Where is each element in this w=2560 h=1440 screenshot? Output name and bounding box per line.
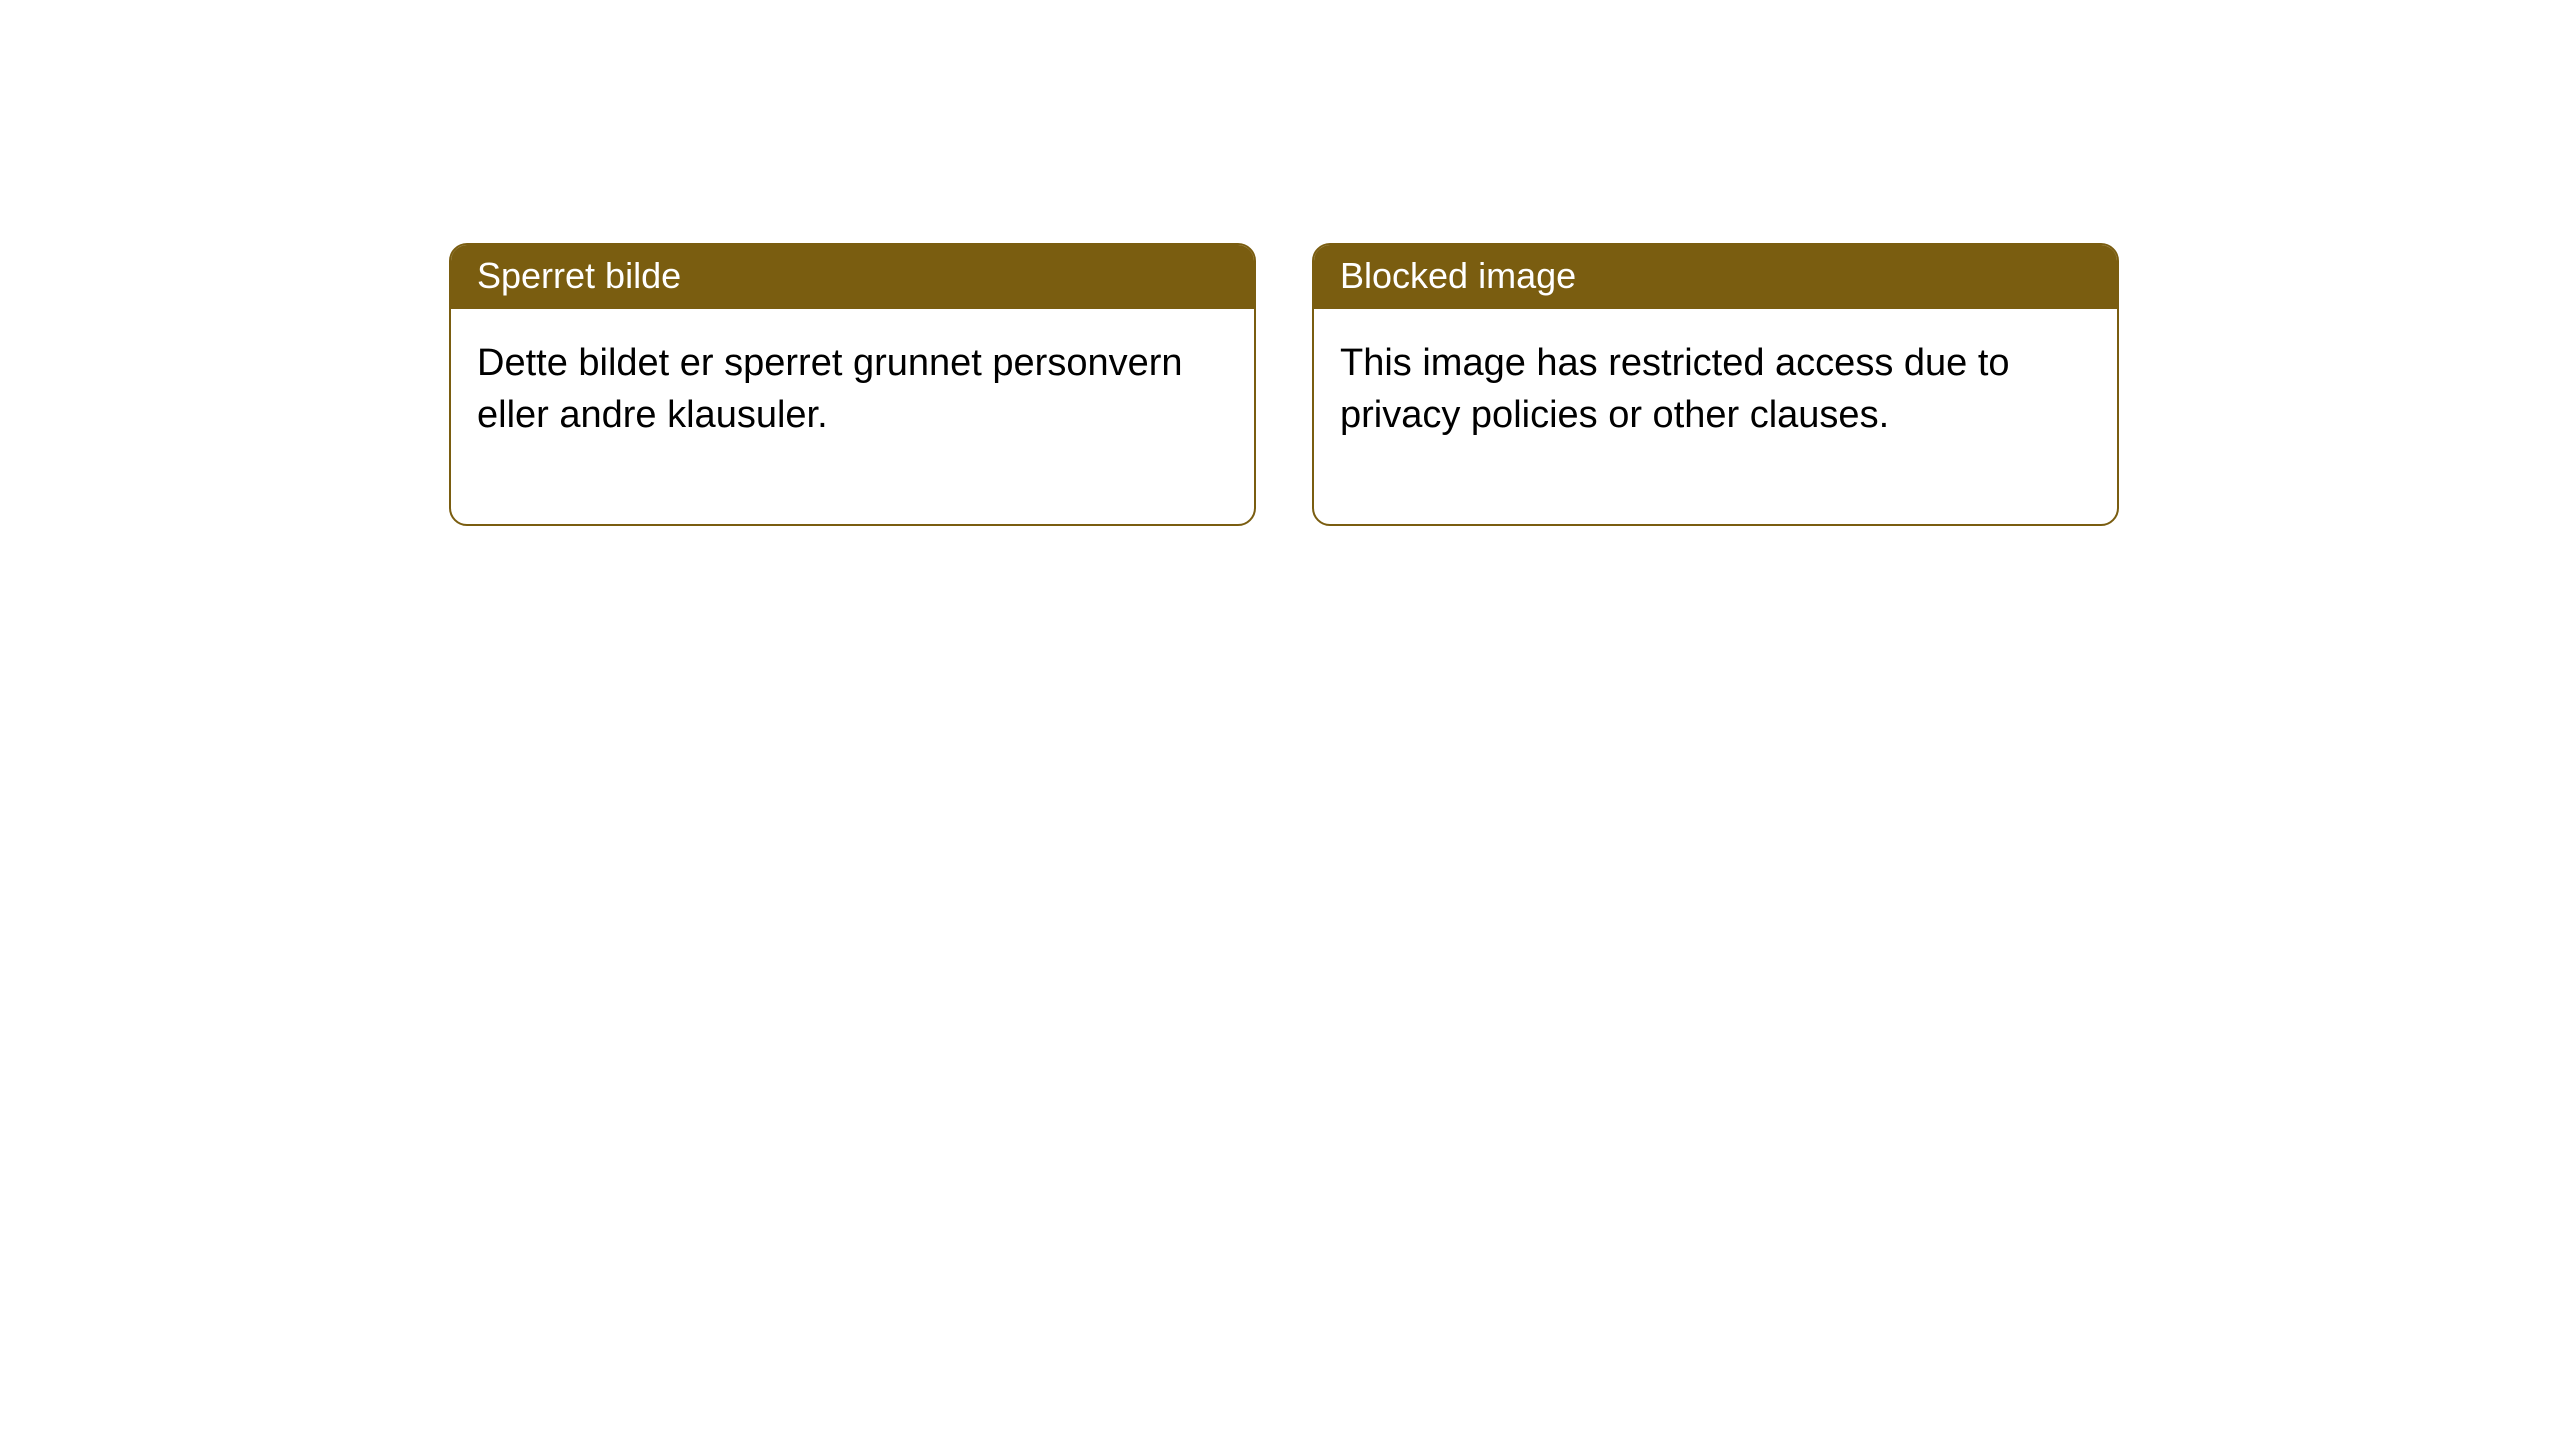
notice-box-english: Blocked image This image has restricted … [1312,243,2119,526]
notice-body-english: This image has restricted access due to … [1314,309,2117,524]
notice-body-norwegian: Dette bildet er sperret grunnet personve… [451,309,1254,524]
notice-container: Sperret bilde Dette bildet er sperret gr… [0,0,2560,526]
notice-header-norwegian: Sperret bilde [451,245,1254,309]
notice-header-english: Blocked image [1314,245,2117,309]
notice-box-norwegian: Sperret bilde Dette bildet er sperret gr… [449,243,1256,526]
